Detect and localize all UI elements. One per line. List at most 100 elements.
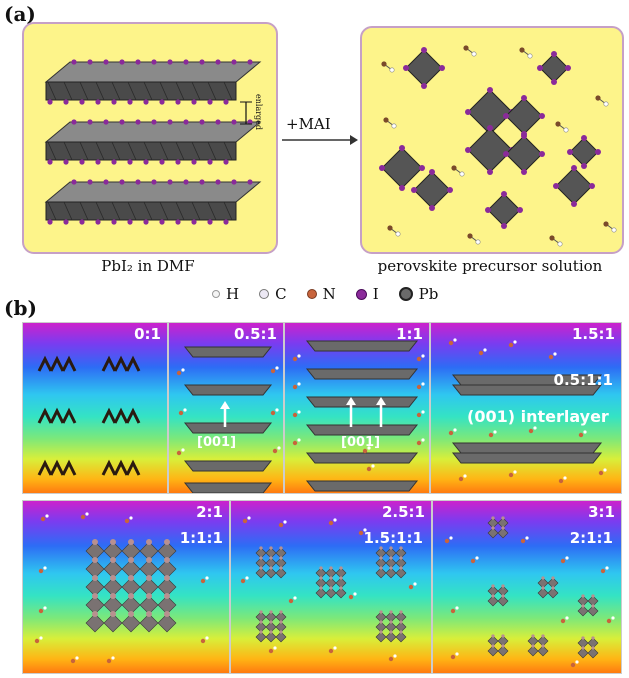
octahedron [505, 135, 543, 173]
slab-side [45, 81, 237, 101]
iodide-atom [127, 99, 133, 105]
legend-pb-label: Pb [418, 285, 439, 303]
iodide-atom [111, 159, 117, 165]
nitrogen-atom [38, 608, 44, 614]
octahedron [413, 171, 451, 209]
iodide-atom [269, 620, 273, 624]
iodide-atom [159, 219, 165, 225]
hydrogen-atom [583, 430, 587, 434]
structure-illustration [444, 516, 615, 668]
octahedron-edge [95, 141, 105, 161]
octahedron [587, 647, 599, 659]
methylammonium-molecule [467, 233, 473, 239]
iodide-atom [92, 593, 98, 599]
octahedron [275, 631, 287, 643]
octahedron-edge [143, 141, 153, 161]
octahedron [587, 605, 599, 617]
iodide-atom [128, 557, 134, 563]
iodide-atom [151, 59, 157, 65]
octahedron [555, 167, 593, 205]
zigzag-chain [125, 459, 141, 476]
hydrogen-atom [247, 516, 251, 520]
zigzag-chain [125, 355, 141, 372]
iodide-atom [539, 151, 545, 157]
hydrogen-atom [459, 171, 465, 177]
iodide-atom [501, 526, 505, 530]
pbi-slab [305, 424, 419, 436]
iodide-atom [183, 59, 189, 65]
hydrogen-atom [245, 576, 249, 580]
iodide-atom [541, 586, 545, 590]
hydrogen-atom [463, 474, 467, 478]
iodide-atom [501, 634, 505, 638]
octahedron-edge [79, 141, 89, 161]
iodide-atom [379, 165, 385, 171]
precursor-solution-card [360, 26, 624, 254]
iodide-atom [269, 546, 273, 550]
iodide-atom [269, 566, 273, 570]
iodide-atom [110, 593, 116, 599]
hydrogen-atom [273, 646, 277, 650]
octahedron-edge [127, 201, 137, 221]
octahedron [577, 647, 589, 659]
hydrogen-atom [611, 227, 617, 233]
hydrogen-atom [333, 646, 337, 650]
iodide-atom [135, 179, 141, 185]
nitrogen-atom [416, 440, 422, 446]
legend-n: N [306, 285, 336, 303]
hydrogen-atom [493, 430, 497, 434]
iodide-atom [319, 576, 323, 580]
panel-ratio-2.5-1: 2.5:1 1.5:1:1 [230, 500, 432, 674]
legend-i-label: I [372, 285, 379, 303]
nitrogen-atom [362, 448, 368, 454]
iodide-atom [128, 575, 134, 581]
iodide-atom [191, 99, 197, 105]
left-caption: PbI₂ in DMF [101, 257, 195, 275]
hydrogen-atom [513, 470, 517, 474]
c-atom-icon [259, 289, 270, 299]
octahedron-edge [111, 141, 121, 161]
iodide-atom [164, 539, 170, 545]
hydrogen-atom [297, 354, 301, 358]
nitrogen-atom [520, 538, 526, 544]
iodide-atom [491, 526, 495, 530]
iodide-atom [399, 610, 403, 614]
iodide-atom [143, 159, 149, 165]
nitrogen-atom [348, 594, 354, 600]
hydrogen-atom [471, 51, 477, 57]
nitrogen-atom [600, 568, 606, 574]
octahedron [395, 567, 407, 579]
legend-n-label: N [322, 285, 336, 303]
octahedron-edge [47, 201, 57, 221]
iodide-atom [92, 539, 98, 545]
iodide-atom [63, 99, 69, 105]
octahedron-edge [63, 141, 73, 161]
hydrogen-atom [391, 123, 397, 129]
octahedron [265, 567, 277, 579]
iodide-atom [591, 594, 595, 598]
iodide-atom [541, 634, 545, 638]
nitrogen-atom [270, 410, 276, 416]
octahedron-edge [79, 81, 89, 101]
enlarged-label: enlarged [254, 94, 263, 130]
hydrogen-atom [371, 464, 375, 468]
octahedron-edge [159, 81, 169, 101]
arrow-label: +MAI [286, 115, 331, 133]
iodide-atom [259, 630, 263, 634]
octahedron [487, 645, 499, 657]
iodide-atom [389, 556, 393, 560]
iodide-atom [571, 165, 577, 171]
panel-ratio-2-1: 2:1 1:1:1 [22, 500, 230, 674]
iodide-atom [339, 576, 343, 580]
hydrogen-atom [557, 241, 563, 247]
hydrogen-atom [367, 446, 371, 450]
nitrogen-atom [388, 656, 394, 662]
iodide-atom [501, 594, 505, 598]
iodide-atom [143, 219, 149, 225]
slab-top [44, 61, 262, 83]
iodide-atom [279, 620, 283, 624]
iodide-atom [399, 630, 403, 634]
octahedron-edge [79, 201, 89, 221]
iodide-atom [551, 586, 555, 590]
iodide-atom [591, 604, 595, 608]
